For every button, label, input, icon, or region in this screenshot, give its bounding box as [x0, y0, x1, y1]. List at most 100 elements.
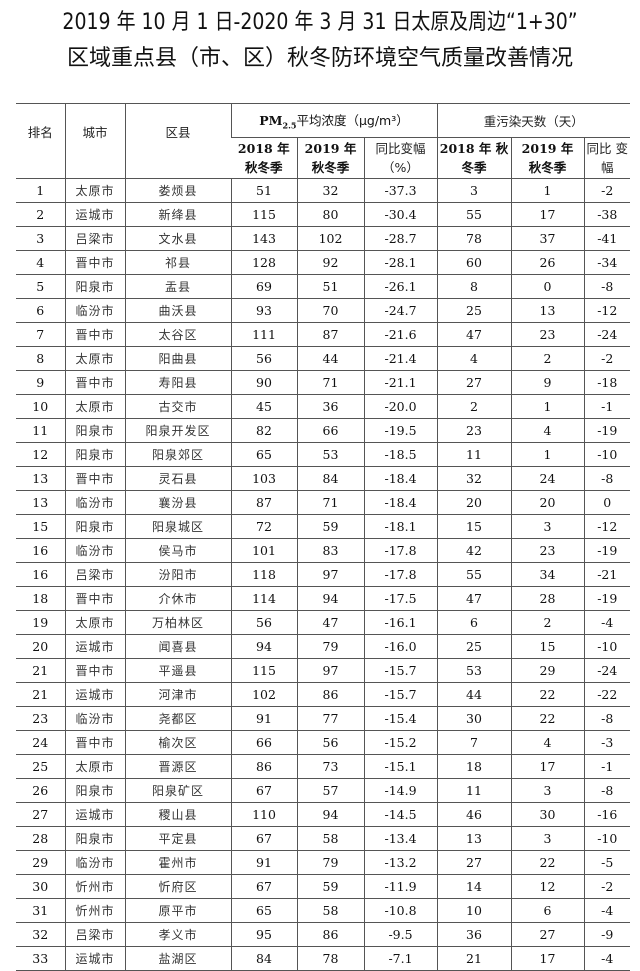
cell-county: 原平市: [124, 898, 231, 923]
cell-days-2019: 6: [510, 898, 584, 923]
cell-pm-2018: 45: [230, 394, 297, 419]
header-pm-2019: 2019 年 秋冬季: [296, 137, 364, 179]
cell-city: 晋中市: [64, 658, 125, 683]
table-row: 11 阳泉市 阳泉开发区 82 66 -19.5 23 4 -19: [16, 418, 631, 443]
table-row: 6 临汾市 曲沃县 93 70 -24.7 25 13 -12: [16, 298, 631, 323]
cell-pm-2019: 86: [296, 682, 364, 707]
header-county: 区县: [124, 103, 231, 179]
cell-pm-change: -18.4: [363, 466, 437, 491]
cell-days-change: -8: [583, 778, 631, 803]
cell-rank: 24: [16, 730, 65, 755]
cell-rank: 31: [16, 898, 65, 923]
cell-county: 介休市: [124, 586, 231, 611]
cell-days-change: -24: [583, 322, 631, 347]
cell-days-2019: 2: [510, 610, 584, 635]
cell-days-2018: 53: [436, 658, 511, 683]
cell-county: 闻喜县: [124, 634, 231, 659]
cell-pm-2019: 84: [296, 466, 364, 491]
cell-county: 榆次区: [124, 730, 231, 755]
header-days-change: 同比 变幅: [583, 137, 631, 179]
cell-days-change: -34: [583, 250, 631, 275]
cell-pm-change: -15.2: [363, 730, 437, 755]
table-row: 32 吕梁市 孝义市 95 86 -9.5 36 27 -9: [16, 922, 631, 947]
cell-pm-2019: 87: [296, 322, 364, 347]
cell-pm-2018: 90: [230, 370, 297, 395]
cell-pm-2018: 67: [230, 778, 297, 803]
cell-city: 临汾市: [64, 490, 125, 515]
cell-pm-2019: 32: [296, 178, 364, 203]
cell-pm-2018: 66: [230, 730, 297, 755]
cell-days-change: -2: [583, 874, 631, 899]
table-row: 15 阳泉市 阳泉城区 72 59 -18.1 15 3 -12: [16, 514, 631, 539]
cell-county: 阳泉矿区: [124, 778, 231, 803]
cell-pm-2018: 128: [230, 250, 297, 275]
cell-days-2019: 23: [510, 538, 584, 563]
cell-pm-2019: 44: [296, 346, 364, 371]
cell-days-2019: 15: [510, 634, 584, 659]
cell-pm-change: -16.1: [363, 610, 437, 635]
table-row: 13 临汾市 襄汾县 87 71 -18.4 20 20 0: [16, 490, 631, 515]
cell-pm-change: -17.5: [363, 586, 437, 611]
cell-city: 晋中市: [64, 730, 125, 755]
cell-days-2019: 26: [510, 250, 584, 275]
cell-city: 太原市: [64, 394, 125, 419]
cell-days-change: -12: [583, 298, 631, 323]
cell-days-change: -24: [583, 658, 631, 683]
cell-county: 阳泉城区: [124, 514, 231, 539]
table-row: 13 晋中市 灵石县 103 84 -18.4 32 24 -8: [16, 466, 631, 491]
cell-pm-2018: 82: [230, 418, 297, 443]
cell-days-change: -8: [583, 466, 631, 491]
cell-city: 吕梁市: [64, 922, 125, 947]
cell-days-change: -12: [583, 514, 631, 539]
cell-days-2019: 37: [510, 226, 584, 251]
cell-pm-change: -16.0: [363, 634, 437, 659]
cell-days-2019: 20: [510, 490, 584, 515]
cell-city: 运城市: [64, 946, 125, 971]
cell-pm-change: -15.7: [363, 682, 437, 707]
cell-days-2019: 28: [510, 586, 584, 611]
cell-days-change: 0: [583, 490, 631, 515]
header-pm25-group: PM2.5平均浓度（μg/m³）: [230, 103, 437, 138]
cell-county: 平遥县: [124, 658, 231, 683]
cell-county: 侯马市: [124, 538, 231, 563]
cell-county: 阳泉郊区: [124, 442, 231, 467]
cell-days-change: -10: [583, 442, 631, 467]
cell-days-2019: 12: [510, 874, 584, 899]
cell-days-2019: 1: [510, 442, 584, 467]
cell-pm-2019: 80: [296, 202, 364, 227]
table-row: 4 晋中市 祁县 128 92 -28.1 60 26 -34: [16, 250, 631, 275]
cell-days-change: -8: [583, 706, 631, 731]
cell-city: 临汾市: [64, 298, 125, 323]
table-row: 29 临汾市 霍州市 91 79 -13.2 27 22 -5: [16, 850, 631, 875]
cell-pm-2018: 114: [230, 586, 297, 611]
table-row: 10 太原市 古交市 45 36 -20.0 2 1 -1: [16, 394, 631, 419]
cell-pm-2019: 83: [296, 538, 364, 563]
cell-pm-2018: 94: [230, 634, 297, 659]
cell-days-2019: 4: [510, 418, 584, 443]
cell-days-2019: 9: [510, 370, 584, 395]
cell-days-2018: 47: [436, 586, 511, 611]
cell-pm-change: -13.2: [363, 850, 437, 875]
cell-pm-2018: 56: [230, 610, 297, 635]
cell-county: 稷山县: [124, 802, 231, 827]
cell-pm-2018: 110: [230, 802, 297, 827]
table-row: 19 太原市 万柏林区 56 47 -16.1 6 2 -4: [16, 610, 631, 635]
table-row: 16 吕梁市 汾阳市 118 97 -17.8 55 34 -21: [16, 562, 631, 587]
cell-days-2018: 3: [436, 178, 511, 203]
table-row: 9 晋中市 寿阳县 90 71 -21.1 27 9 -18: [16, 370, 631, 395]
cell-county: 灵石县: [124, 466, 231, 491]
cell-days-2019: 3: [510, 514, 584, 539]
header-days-2018: 2018 年 秋冬季: [436, 137, 511, 179]
cell-county: 祁县: [124, 250, 231, 275]
cell-county: 霍州市: [124, 850, 231, 875]
table-row: 21 运城市 河津市 102 86 -15.7 44 22 -22: [16, 682, 631, 707]
cell-pm-change: -14.9: [363, 778, 437, 803]
cell-county: 曲沃县: [124, 298, 231, 323]
cell-days-2018: 11: [436, 778, 511, 803]
cell-days-2019: 22: [510, 706, 584, 731]
cell-rank: 1: [16, 178, 65, 203]
cell-days-change: -5: [583, 850, 631, 875]
cell-days-2018: 27: [436, 850, 511, 875]
cell-rank: 26: [16, 778, 65, 803]
cell-city: 忻州市: [64, 898, 125, 923]
